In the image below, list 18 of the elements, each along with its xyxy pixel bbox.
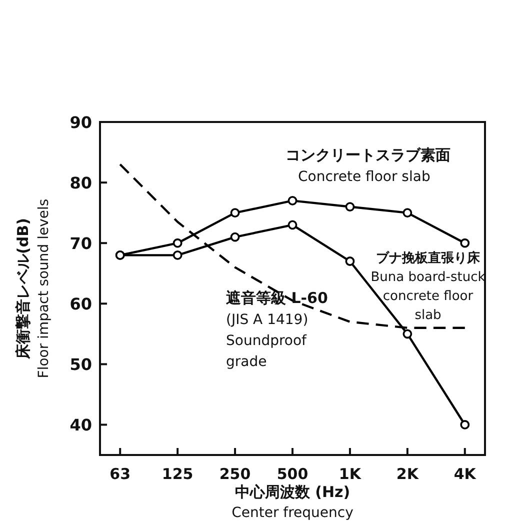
x-tick-label: 1K bbox=[338, 465, 362, 483]
x-tick-label: 250 bbox=[219, 465, 251, 483]
y-tick-label: 70 bbox=[70, 234, 92, 254]
x-axis-title: 中心周波数 (Hz) Center frequency bbox=[232, 483, 354, 521]
x-tick-label: 63 bbox=[110, 465, 131, 483]
series-label: ブナ挽板直張り床 Buna board-stuck concrete floor slab bbox=[370, 250, 486, 323]
y-tick-label: 80 bbox=[70, 174, 92, 193]
y-tick-label: 60 bbox=[70, 294, 92, 314]
y-tick-label: 90 bbox=[70, 113, 92, 132]
series-label: コンクリートスラブ素面 Concrete floor slab bbox=[286, 146, 450, 185]
series-label: 遮音等級 L-60 (JIS A 1419) Soundproof grade bbox=[225, 289, 328, 370]
x-tick-label: 125 bbox=[162, 465, 194, 483]
x-tick-label: 500 bbox=[276, 465, 308, 483]
y-tick-label: 50 bbox=[70, 355, 92, 374]
y-axis-title: 床衝撃音レベル(dB) Floor impact sound levels bbox=[14, 198, 52, 378]
x-tick-label: 2K bbox=[396, 465, 420, 483]
x-tick-label: 4K bbox=[454, 465, 478, 483]
y-tick-label: 40 bbox=[70, 416, 92, 435]
